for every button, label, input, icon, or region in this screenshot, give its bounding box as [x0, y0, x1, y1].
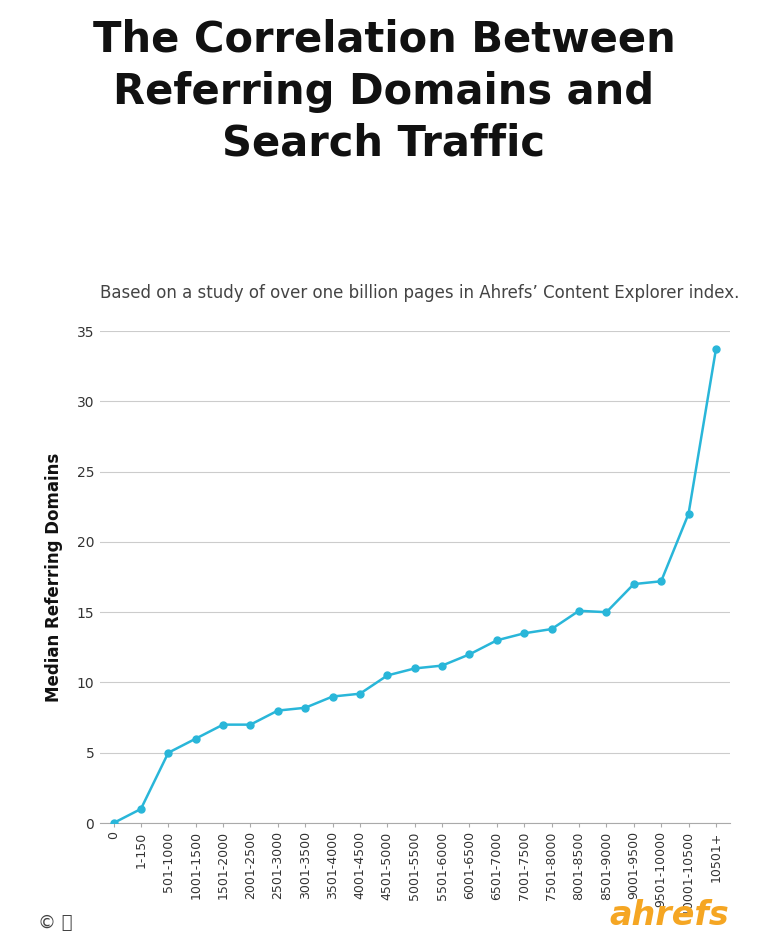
Text: ahrefs: ahrefs: [610, 899, 730, 932]
Y-axis label: Median Referring Domains: Median Referring Domains: [45, 452, 63, 702]
Text: The Correlation Between
Referring Domains and
Search Traffic: The Correlation Between Referring Domain…: [93, 19, 675, 165]
Text: © ⓘ: © ⓘ: [38, 914, 73, 932]
Text: Based on a study of over one billion pages in Ahrefs’ Content Explorer index.: Based on a study of over one billion pag…: [100, 284, 740, 302]
